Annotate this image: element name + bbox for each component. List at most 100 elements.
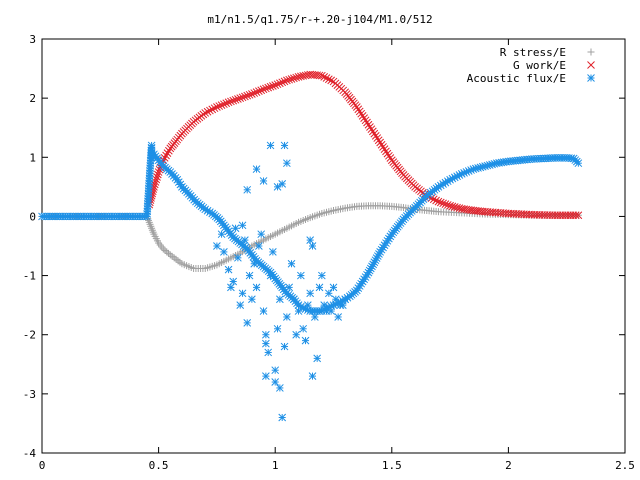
scatter-point [229,277,238,286]
data-point [165,249,173,257]
scatter-point [252,165,261,173]
data-point [151,178,160,186]
legend-label: R stress/E [500,46,566,59]
series-2 [145,70,583,220]
data-point [355,107,364,116]
data-point [165,146,173,155]
scatter-point [317,271,326,280]
scatter-point [292,330,301,339]
data-point [450,203,459,211]
data-point [262,84,270,93]
data-point [380,145,389,154]
scatter-point [234,253,242,262]
data-point [368,127,377,136]
data-point [245,90,254,99]
scatter-point [252,283,261,292]
data-point [250,89,259,97]
data-point [168,252,176,260]
data-point [446,201,454,210]
data-point [166,251,174,259]
data-point [436,198,445,207]
data-point [236,94,245,102]
data-point [364,120,373,129]
data-point [443,201,452,209]
data-point [374,136,383,145]
x-tick-label: 0.5 [149,459,169,472]
data-point [386,154,395,162]
scatter-point [327,307,336,315]
scatter-point [308,372,317,380]
scatter-point [283,159,291,168]
data-point [252,88,261,96]
data-point [208,105,217,114]
x-tick-label: 1 [272,459,279,472]
scatter-point [264,348,273,357]
data-point [153,173,161,181]
data-point [315,71,324,80]
data-point [448,202,457,211]
data-point [455,204,464,213]
data-point [453,203,461,212]
data-point [370,129,379,138]
scatter-point [296,271,305,280]
legend-label: Acoustic flux/E [467,72,566,85]
scatter-point [243,319,252,327]
y-tick-label: 1 [29,151,36,164]
data-point [217,101,226,109]
scatter-point [303,301,312,309]
y-tick-label: -1 [23,270,36,283]
data-point [231,95,240,104]
data-point [238,93,247,102]
data-point [172,255,180,263]
plot-area [41,38,626,454]
scatter-point [280,141,289,150]
scatter-point [262,339,270,348]
data-point [439,199,447,208]
data-point [385,151,393,160]
data-point [174,257,182,265]
scatter-point [238,289,247,298]
scatter-point [262,372,270,380]
scatter-point [299,324,308,333]
data-point [227,97,235,106]
data-point [222,99,231,108]
scatter-point [271,366,280,375]
y-tick-label: 2 [29,92,36,105]
scatter-point [227,283,235,292]
data-point [243,91,252,100]
data-point [357,109,366,118]
data-point [382,147,390,156]
legend-marker [587,74,595,82]
data-point [354,105,363,114]
data-point [367,125,376,134]
legend-label: G work/E [513,59,566,72]
data-point [154,168,163,176]
scatter-point [313,354,322,363]
data-point [371,131,380,140]
scatter-point [259,177,268,185]
scatter-point [273,183,282,191]
scatter-point [301,336,310,345]
y-tick-label: -4 [23,447,37,460]
scatter-point [285,283,294,292]
data-point [296,72,305,81]
data-point [358,112,367,120]
scatter-point [220,248,228,256]
data-point [269,82,277,90]
scatter-point [306,289,315,298]
y-tick-label: -3 [23,388,36,401]
data-point [201,109,210,117]
data-point [299,72,308,80]
scatter-point [236,301,245,309]
scatter-point [245,271,254,280]
data-point [159,245,167,253]
scatter-point [224,265,233,274]
data-point [360,114,368,122]
scatter-point [262,330,270,339]
scatter-point [273,324,282,333]
scatter-point [238,221,247,230]
data-point [271,81,280,89]
scatter-point [276,295,284,304]
data-point [574,159,583,168]
